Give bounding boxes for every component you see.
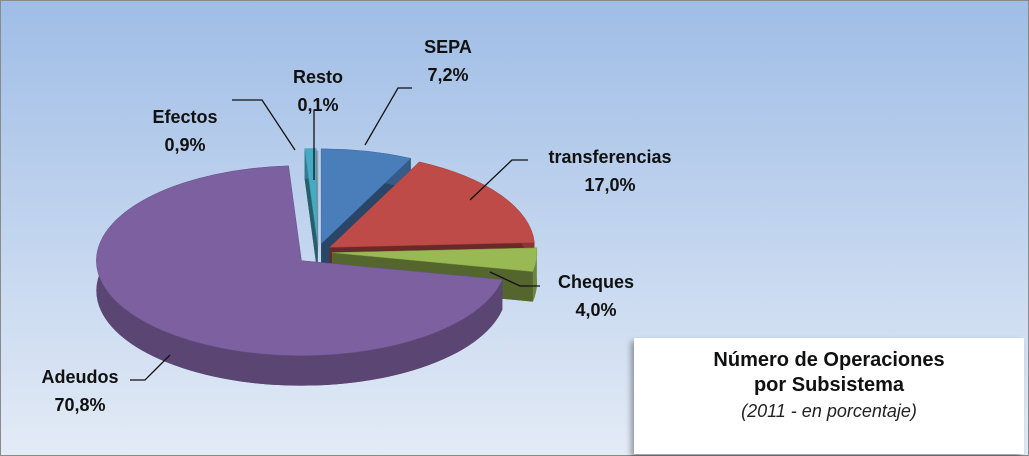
value-label: 17,0% <box>584 175 635 195</box>
slice <box>316 150 319 247</box>
value-label: 70,8% <box>54 395 105 415</box>
value-label: 0,9% <box>164 135 205 155</box>
slice <box>96 165 503 356</box>
slice-label: Efectos <box>152 107 217 127</box>
slice-label: Cheques <box>558 272 634 292</box>
slice <box>320 148 412 245</box>
slice-label: Resto <box>293 67 343 87</box>
leader-line <box>469 159 528 201</box>
labels: SEPA 7,2% transferencias 17,0% Cheques 4,0% Ad… <box>41 37 671 415</box>
pie <box>96 148 538 386</box>
chart-title: Número de Operaciones por Subsistema <box>713 349 945 396</box>
leader-line <box>489 271 540 287</box>
slice-label: SEPA <box>424 37 472 57</box>
value-label: 7,2% <box>427 65 468 85</box>
slice-edge <box>304 148 318 274</box>
slice-label: Adeudos <box>41 367 118 387</box>
leader-line <box>130 354 171 381</box>
slice-side <box>532 247 537 302</box>
value-label: 0,1% <box>297 95 338 115</box>
title-box <box>634 338 1024 454</box>
slice-label: transferencias <box>548 147 671 167</box>
slice <box>329 161 535 248</box>
slice <box>331 247 538 272</box>
value-label: 4,0% <box>575 300 616 320</box>
leader-line <box>364 87 412 146</box>
title-area: Número de Operaciones por Subsistema (20… <box>713 349 945 421</box>
chart-subtitle: (2011 - en porcentaje) <box>741 401 917 421</box>
leader-line <box>232 99 296 151</box>
